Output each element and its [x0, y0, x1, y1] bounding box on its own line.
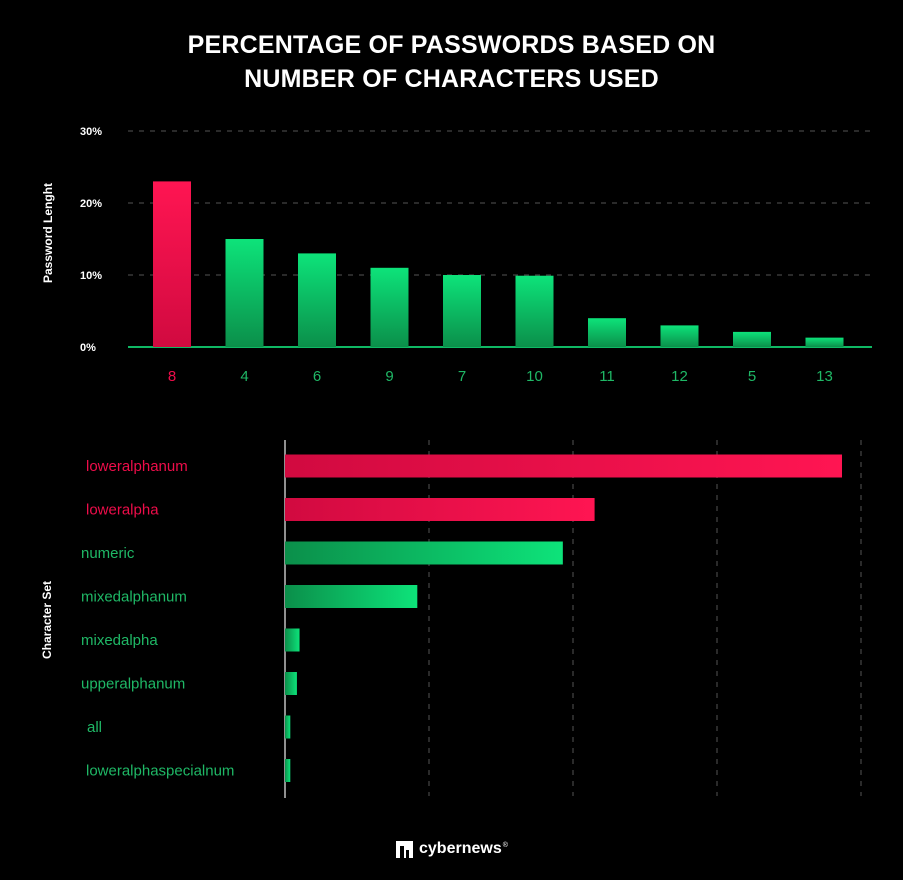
bottom-chart-y-axis-title: Character Set [40, 581, 54, 659]
top-bar-5 [733, 331, 771, 347]
chart-title-line-1: PERCENTAGE OF PASSWORDS BASED ON [187, 31, 716, 59]
top-x-tick-7: 7 [458, 368, 466, 385]
bottom-bar-loweralphaspecialnum [285, 759, 291, 782]
bottom-chart-category-labels: loweralphanum loweralpha numeric mixedalpha… [81, 458, 234, 780]
registered-mark: ® [502, 841, 508, 849]
top-bar-4 [225, 239, 264, 347]
chart-title-line-2: NUMBER OF CHARACTERS USED [244, 65, 659, 93]
top-x-tick-11: 11 [599, 368, 615, 385]
bottom-chart-gridlines [284, 440, 862, 798]
top-bar-13 [805, 337, 844, 347]
password-length-chart: 0% 10% 20% 30% 8 4 6 9 7 10 11 12 5 13 Password Leng… [41, 126, 872, 385]
top-chart-y-axis-title: Password Lenght [41, 183, 55, 283]
top-bar-7 [443, 275, 481, 347]
top-bar-11 [588, 318, 626, 347]
bottom-category-loweralphanum: loweralphanum [86, 458, 188, 475]
top-y-tick-label: 30% [80, 126, 102, 138]
top-chart-y-ticks: 0% 10% 20% 30% [80, 126, 102, 354]
chart-title: PERCENTAGE OF PASSWORDS BASED ON NUMBER … [0, 28, 903, 96]
top-bar-6 [298, 253, 336, 347]
bottom-category-all: all [87, 719, 102, 736]
top-bar-8 [153, 181, 191, 347]
bottom-category-numeric: numeric [81, 545, 135, 562]
top-x-tick-13: 13 [816, 368, 833, 385]
top-x-tick-4: 4 [240, 368, 248, 385]
bottom-chart-bars [285, 454, 842, 782]
top-chart-bars [153, 181, 844, 347]
top-bar-9 [370, 267, 409, 347]
top-x-tick-5: 5 [748, 368, 756, 385]
top-y-tick-label: 0% [80, 342, 96, 354]
bottom-bar-upperalphanum [285, 672, 297, 695]
bottom-bar-loweralpha [285, 498, 595, 521]
bottom-category-upperalphanum: upperalphanum [81, 676, 185, 693]
top-x-tick-12: 12 [671, 368, 688, 385]
cybernews-logo-mark-icon [396, 840, 413, 858]
bottom-category-loweralpha: loweralpha [86, 502, 159, 519]
bottom-bar-numeric [285, 541, 563, 565]
top-x-tick-8: 8 [168, 368, 176, 385]
top-x-tick-10: 10 [526, 368, 543, 385]
bottom-bar-mixedalpha [285, 628, 300, 652]
top-bar-10 [515, 275, 554, 347]
top-y-tick-label: 10% [80, 270, 102, 282]
bottom-category-mixedalphanum: mixedalphanum [81, 589, 187, 606]
bottom-bar-all [285, 715, 291, 739]
top-x-tick-9: 9 [385, 368, 393, 385]
cybernews-logo: cybernews ® [396, 837, 508, 861]
character-set-chart: loweralphanum loweralpha numeric mixedalpha… [40, 440, 862, 798]
top-bar-12 [660, 325, 699, 347]
bottom-category-loweralphaspecialnum: loweralphaspecialnum [86, 763, 234, 780]
bottom-bar-mixedalphanum [285, 585, 418, 608]
top-x-tick-6: 6 [313, 368, 321, 385]
top-y-tick-label: 20% [80, 198, 102, 210]
bottom-category-mixedalpha: mixedalpha [81, 632, 158, 649]
top-chart-x-ticks: 8 4 6 9 7 10 11 12 5 13 [168, 368, 833, 385]
cybernews-logo-text: cybernews [419, 840, 502, 857]
bottom-bar-loweralphanum [285, 454, 842, 478]
